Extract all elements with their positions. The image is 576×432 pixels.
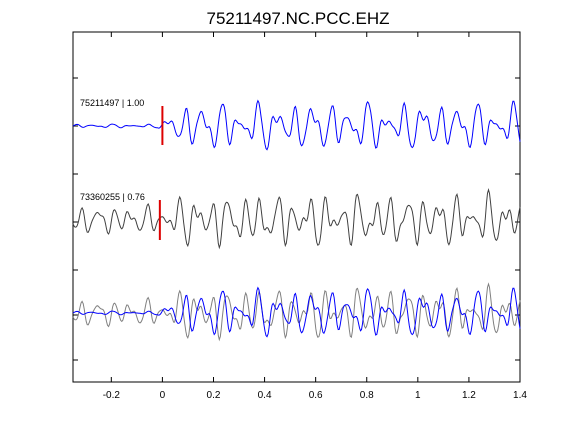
x-tick-label: 1.2: [462, 390, 476, 401]
x-tick-label: 0.2: [207, 390, 221, 401]
traces: [72, 99, 521, 342]
pick-markers: [158, 106, 164, 240]
x-tick-label: 1: [415, 390, 421, 401]
x-tick-label: 0.4: [258, 390, 272, 401]
x-tick-label: 0.8: [360, 390, 374, 401]
x-tick-label: 0.6: [309, 390, 323, 401]
trace-2-waveform: [72, 187, 521, 250]
x-tick-label: 1.4: [513, 390, 527, 401]
plot-frame: [72, 31, 521, 383]
trace-1-waveform: [72, 99, 521, 151]
y-ticks: [73, 77, 520, 361]
chart-title: 75211497.NC.PCC.EHZ: [207, 9, 390, 28]
x-axis: -0.2 0 0.2 0.4 0.6 0.8 1 1.2 1.4: [103, 32, 527, 401]
overlay-trace-1: [72, 286, 521, 338]
trace-labels: 75211497 | 1.00 73360255 | 0.76: [80, 98, 145, 202]
trace-label-2: 73360255 | 0.76: [80, 192, 145, 202]
overlay-trace-2: [72, 282, 521, 342]
x-tick-label: -0.2: [103, 390, 121, 401]
x-tick-label: 0: [160, 390, 166, 401]
trace-label-1: 75211497 | 1.00: [80, 98, 144, 108]
